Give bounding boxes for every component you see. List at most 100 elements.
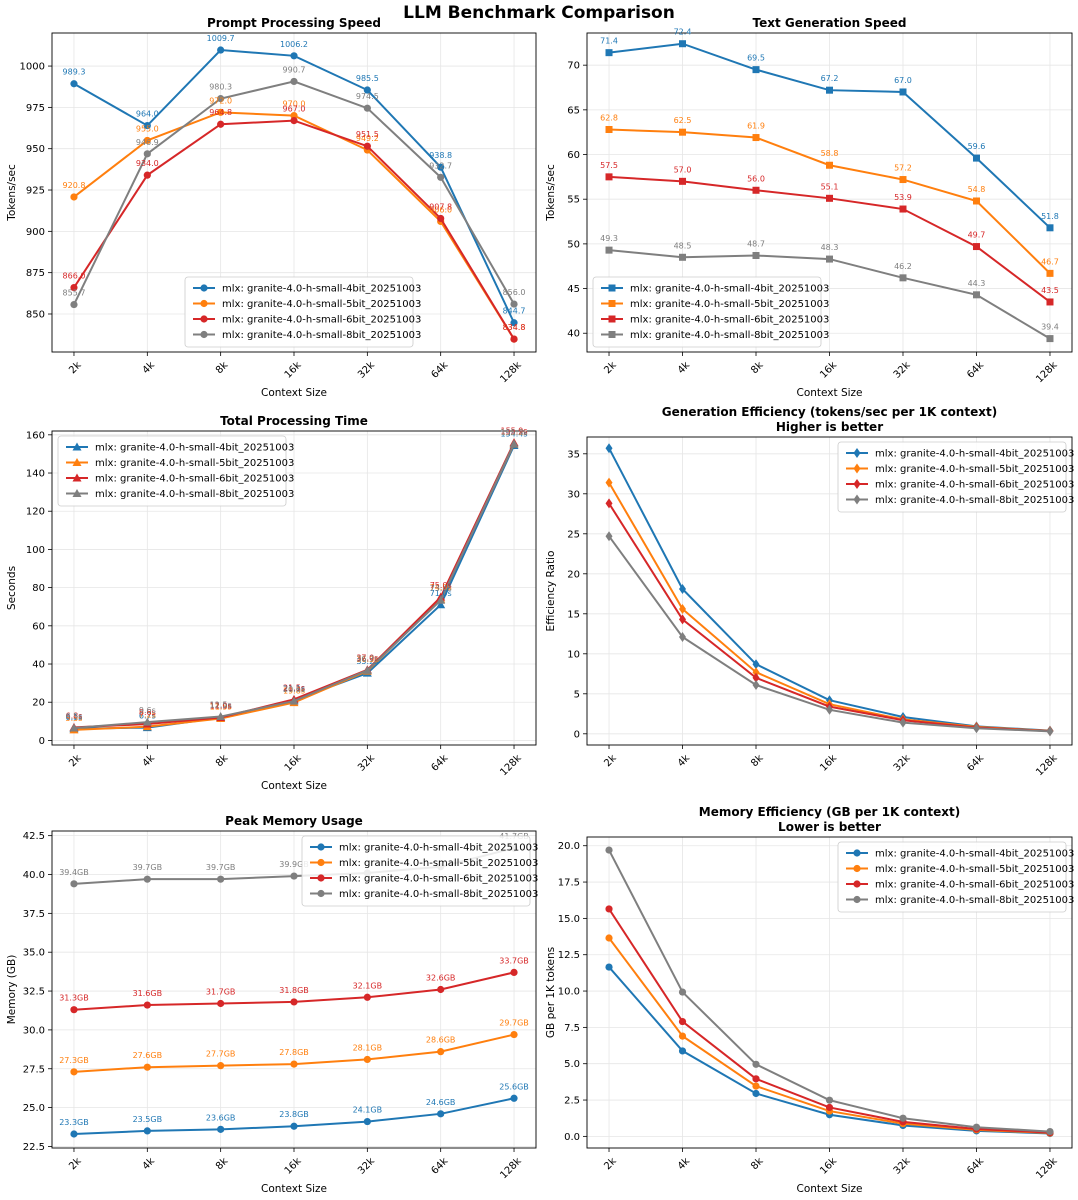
y-tick-label: 80 xyxy=(32,583,45,594)
data-point xyxy=(826,194,833,202)
data-point xyxy=(437,1110,445,1118)
data-point xyxy=(972,1123,981,1131)
data-point xyxy=(69,723,79,732)
data-point xyxy=(752,672,760,683)
y-tick-label: 10 xyxy=(567,649,580,660)
data-label: 938.8 xyxy=(429,151,452,160)
data-label: 75.0s xyxy=(430,581,452,590)
legend-entry: mlx: granite-4.0-h-small-8bit_20251003 xyxy=(95,489,294,500)
legend-entry: mlx: granite-4.0-h-small-6bit_20251003 xyxy=(630,315,829,326)
y-tick-label: 65 xyxy=(567,105,580,116)
legend-marker xyxy=(853,494,861,505)
y-tick-label: 45 xyxy=(567,284,580,295)
data-point xyxy=(678,1017,687,1026)
data-label: 35.2s xyxy=(356,657,378,666)
legend-marker xyxy=(200,330,208,339)
legend-marker xyxy=(72,442,82,451)
legend-entry: mlx: granite-4.0-h-small-4bit_20251003 xyxy=(875,849,1074,860)
data-point xyxy=(752,680,760,690)
data-point xyxy=(899,88,907,96)
data-label: 6.1s xyxy=(66,713,83,722)
data-label: 73.4s xyxy=(430,584,452,593)
data-point xyxy=(826,255,833,263)
data-label: 985.5 xyxy=(356,74,379,83)
data-label: 23.5GB xyxy=(133,1115,163,1124)
y-tick-label: 37.5 xyxy=(23,909,45,920)
legend-entry: mlx: granite-4.0-h-small-8bit_20251003 xyxy=(875,495,1074,506)
data-label: 907.8 xyxy=(429,202,452,211)
data-label: 20.6s xyxy=(283,685,305,694)
legend-marker xyxy=(317,858,325,867)
data-point xyxy=(752,134,760,142)
legend-marker xyxy=(853,880,861,888)
y-tick-label: 30 xyxy=(567,489,580,500)
data-point xyxy=(752,1075,760,1083)
data-label: 866.0 xyxy=(63,272,86,281)
data-label: 48.3 xyxy=(821,243,839,252)
legend-marker xyxy=(853,895,861,904)
chart-subtitle: Higher is better xyxy=(776,420,883,434)
data-point xyxy=(216,712,226,721)
legend-entry: mlx: granite-4.0-h-small-6bit_20251003 xyxy=(875,880,1074,891)
legend-marker xyxy=(317,874,325,882)
data-point xyxy=(143,875,151,883)
data-label: 39.4 xyxy=(1041,323,1059,332)
data-layer xyxy=(605,443,1054,737)
legend: mlx: granite-4.0-h-small-4bit_20251003ml… xyxy=(837,441,1074,513)
data-layer xyxy=(605,40,1054,343)
data-label: 967.0 xyxy=(283,105,306,114)
legend-marker xyxy=(608,331,616,338)
data-label: 57.2 xyxy=(894,164,912,173)
data-point xyxy=(217,1125,225,1133)
x-tick-label: 16k xyxy=(283,753,304,774)
data-label: 36.7s xyxy=(356,654,378,663)
data-point xyxy=(290,998,298,1006)
data-point xyxy=(752,66,760,74)
data-label: 46.7 xyxy=(1041,257,1059,266)
data-point xyxy=(972,243,980,251)
data-label: 27.3GB xyxy=(59,1056,89,1065)
data-label: 27.6GB xyxy=(133,1051,163,1060)
data-label: 31.6GB xyxy=(133,989,163,998)
x-tick-label: 64k xyxy=(429,360,450,381)
data-label: 39.9GB xyxy=(279,860,309,869)
legend-entry: mlx: granite-4.0-h-small-4bit_20251003 xyxy=(875,449,1074,460)
data-label: 31.3GB xyxy=(59,994,89,1003)
x-tick-label: 4k xyxy=(141,753,158,770)
data-point xyxy=(679,584,687,594)
data-point xyxy=(70,1068,78,1076)
data-label: 48.5 xyxy=(674,241,692,250)
data-point xyxy=(679,632,687,642)
data-label: 972.0 xyxy=(209,96,232,105)
data-point xyxy=(899,205,907,213)
data-label: 54.8 xyxy=(968,185,986,194)
data-point xyxy=(70,880,78,888)
data-point xyxy=(752,1089,760,1098)
y-tick-label: 32.5 xyxy=(23,987,45,998)
grid xyxy=(52,431,536,745)
data-label: 62.8 xyxy=(600,114,618,123)
y-tick-label: 850 xyxy=(26,309,45,320)
data-point xyxy=(605,126,613,134)
data-point xyxy=(217,875,225,883)
data-point xyxy=(143,171,151,179)
data-point xyxy=(972,154,980,162)
data-label: 57.0 xyxy=(674,165,692,174)
figure-title: LLM Benchmark Comparison xyxy=(403,3,675,23)
x-tick-label: 4k xyxy=(676,753,693,770)
x-tick-label: 8k xyxy=(749,753,766,770)
data-label: 932.7 xyxy=(429,161,452,170)
legend-entry: mlx: granite-4.0-h-small-5bit_20251003 xyxy=(630,299,829,310)
y-tick-label: 35 xyxy=(567,449,580,460)
data-label: 49.3 xyxy=(600,234,618,243)
data-point xyxy=(679,253,687,261)
data-point xyxy=(1046,335,1054,343)
x-tick-label: 16k xyxy=(283,360,304,381)
data-layer xyxy=(70,46,518,343)
data-label: 27.7GB xyxy=(206,1050,236,1059)
y-tick-label: 20 xyxy=(32,698,45,709)
legend-marker xyxy=(200,299,208,308)
data-label: 33.7GB xyxy=(499,956,529,965)
data-label: 56.0 xyxy=(747,174,765,183)
